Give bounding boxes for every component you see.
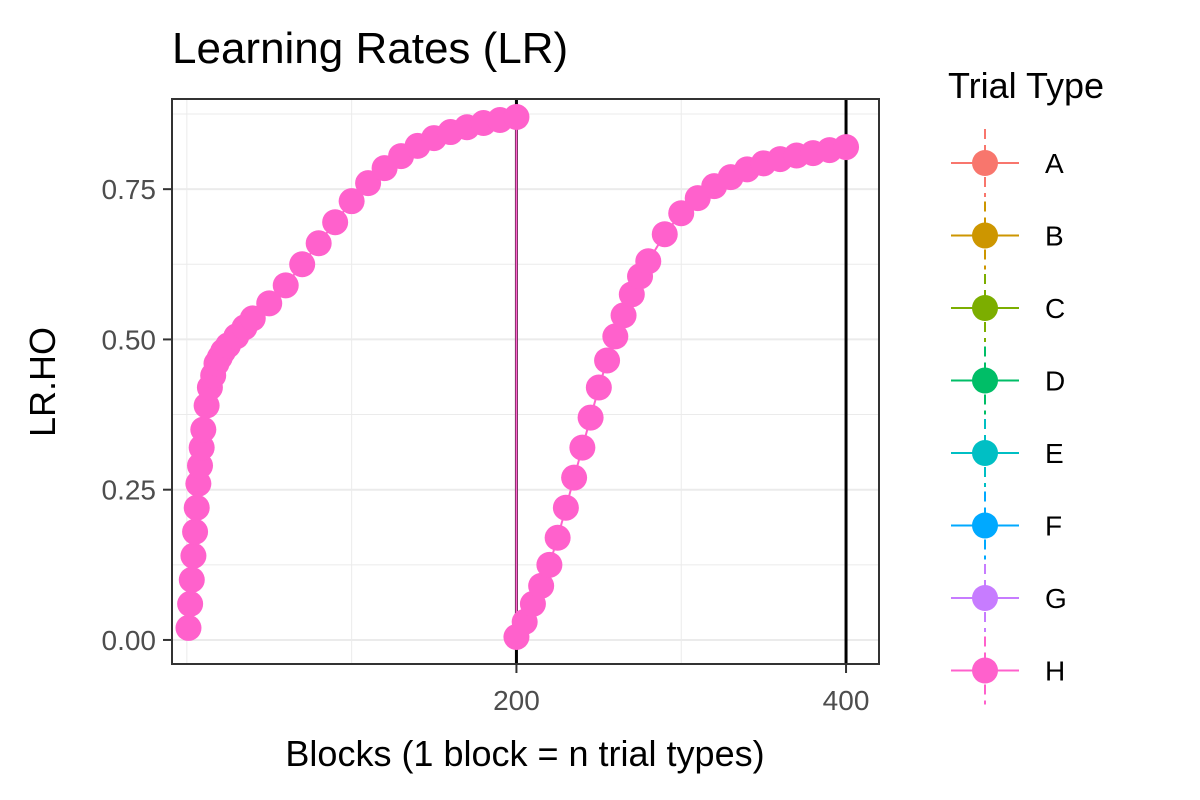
y-tick-label: 0.75: [102, 174, 157, 205]
legend-item-d: D: [951, 346, 1065, 415]
legend-key-point: [972, 367, 998, 394]
data-point: [182, 518, 209, 545]
data-point: [561, 464, 588, 491]
legend-item-a: A: [951, 129, 1064, 197]
data-point: [544, 524, 571, 551]
data-point: [536, 551, 563, 578]
legend-key-point: [972, 440, 998, 466]
plot-border: [171, 98, 880, 665]
legend-items: A B C D E F G H: [951, 129, 1067, 705]
y-tick-label: 0.25: [102, 475, 157, 506]
data-point: [177, 590, 204, 617]
legend-key-point: [972, 150, 998, 176]
legend-label: H: [1045, 656, 1065, 687]
legend-label: D: [1045, 366, 1065, 397]
legend-title: Trial Type: [948, 65, 1104, 106]
data-point: [272, 272, 299, 299]
legend-key-point: [972, 657, 998, 684]
y-axis-label: LR.HO: [22, 327, 63, 437]
legend-key-point: [972, 512, 998, 539]
x-axis-label: Blocks (1 block = n trial types): [285, 733, 764, 774]
legend-key-point: [972, 585, 998, 611]
legend-item-e: E: [951, 419, 1064, 487]
legend-label: A: [1045, 148, 1064, 179]
legend-label: G: [1045, 583, 1067, 614]
data-point: [528, 572, 555, 599]
y-tick-label: 0.00: [102, 625, 157, 656]
data-point: [175, 614, 202, 641]
x-tick-label: 200: [493, 685, 540, 716]
legend-label: E: [1045, 438, 1064, 469]
data-point: [183, 494, 210, 521]
legend-key-point: [972, 222, 998, 249]
legend-item-b: B: [951, 201, 1064, 270]
legend-item-g: G: [951, 564, 1067, 632]
data-point: [239, 305, 266, 332]
legend-item-c: C: [951, 274, 1065, 342]
y-axis-ticks: 0.00 0.25 0.50 0.75: [102, 174, 172, 656]
data-point: [585, 374, 612, 401]
data-point: [610, 302, 637, 329]
legend: Trial Type A B C D E F G H: [948, 65, 1104, 705]
data-point: [355, 170, 382, 197]
data-point: [569, 434, 596, 461]
x-tick-label: 400: [823, 685, 870, 716]
data-points: [175, 104, 860, 650]
data-point: [338, 188, 365, 215]
data-point: [190, 416, 217, 443]
data-point: [256, 290, 283, 317]
data-point: [178, 566, 205, 593]
y-tick-label: 0.50: [102, 324, 157, 355]
data-point: [552, 494, 579, 521]
data-point: [668, 200, 695, 227]
legend-label: B: [1045, 221, 1064, 252]
data-point: [577, 404, 604, 431]
legend-label: C: [1045, 293, 1065, 324]
chart-title: Learning Rates (LR): [172, 24, 568, 73]
legend-item-h: H: [951, 636, 1065, 705]
data-point: [635, 248, 662, 275]
legend-item-f: F: [951, 491, 1062, 560]
data-point: [322, 209, 349, 236]
data-point: [503, 104, 530, 131]
legend-key-point: [972, 295, 998, 321]
data-point: [289, 251, 316, 278]
legend-label: F: [1045, 511, 1062, 542]
data-point: [305, 230, 332, 257]
data-point: [833, 134, 860, 161]
data-point: [602, 323, 629, 350]
data-point: [180, 542, 207, 569]
data-point: [651, 221, 678, 248]
plot-panel: [172, 99, 879, 664]
data-point: [594, 347, 621, 374]
x-axis-ticks: 200 400: [493, 664, 869, 716]
